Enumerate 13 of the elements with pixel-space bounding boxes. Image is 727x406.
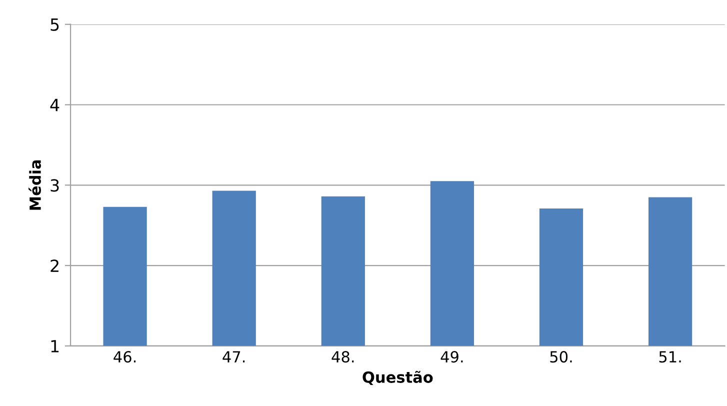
x-tick-label: 51. xyxy=(659,351,681,363)
y-tick-label: 5 xyxy=(50,18,59,31)
x-tick-label: 48. xyxy=(332,351,354,363)
y-tick-label: 3 xyxy=(50,179,59,192)
y-tick-label: 2 xyxy=(50,259,58,272)
x-tick-label: 49. xyxy=(440,351,463,363)
x-tick-label: 47. xyxy=(222,351,245,362)
y-axis-title: Média xyxy=(28,160,41,210)
x-tick-label: 50. xyxy=(550,351,572,363)
y-tick-label: 1 xyxy=(51,340,59,352)
x-axis-title: Questão xyxy=(362,370,433,385)
y-tick-label: 4 xyxy=(50,98,60,112)
x-tick-label: 46. xyxy=(114,351,136,363)
